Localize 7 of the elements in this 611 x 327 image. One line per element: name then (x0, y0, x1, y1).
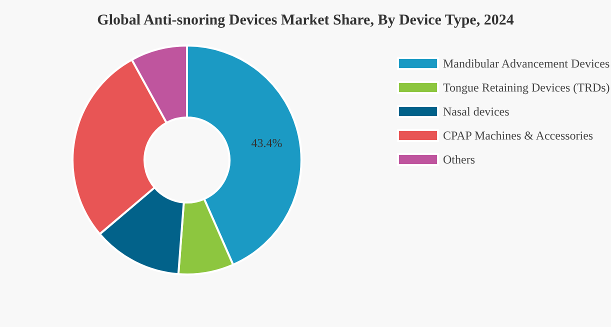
legend-label: Nasal devices (443, 104, 510, 118)
legend-label: Others (443, 152, 476, 166)
legend-label: CPAP Machines & Accessories (443, 128, 594, 142)
legend-label: Tongue Retaining Devices (TRDs) (443, 80, 610, 94)
data-label: 43.4% (251, 136, 282, 150)
chart-title: Global Anti-snoring Devices Market Share, By Device Type, 2024 (97, 12, 514, 28)
legend-label: Mandibular Advancement Devices (443, 56, 610, 70)
